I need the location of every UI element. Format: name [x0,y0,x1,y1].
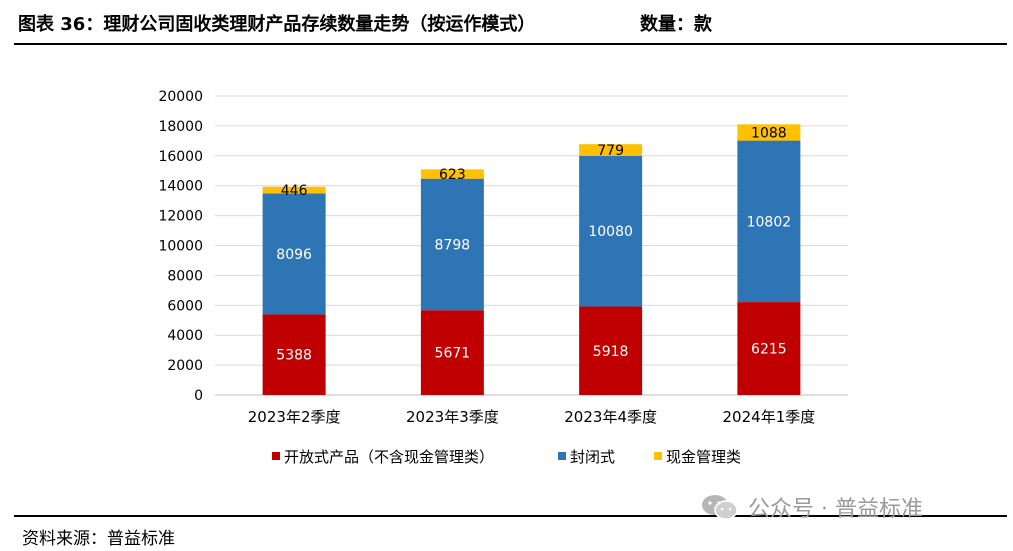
data-label: 10802 [747,214,792,230]
y-tick-label: 16000 [158,149,203,165]
bar-segment [420,310,484,395]
x-tick-label: 2023年2季度 [248,408,341,426]
bar-segment [262,186,326,194]
top-divider [14,43,1007,45]
y-tick-label: 4000 [167,328,203,344]
data-label: 8096 [276,247,312,263]
y-tick-label: 0 [194,388,203,404]
data-label: 5671 [435,346,471,362]
data-label: 5388 [276,348,312,364]
bar-segment [579,144,643,156]
axes: 0 2000 4000 6000 8000 10000 12000 14000 16000 180… [158,89,848,426]
data-labels: 5388 8096 446 5671 8798 623 5918 10080 779 6215 10… [276,125,791,363]
y-tick-label: 10000 [158,239,203,255]
bar-segment [262,193,326,315]
legend-label: 封闭式 [570,448,615,466]
legend-label: 现金管理类 [666,448,741,466]
data-label: 8798 [435,237,471,253]
data-label: 446 [281,183,308,199]
y-tick-label: 18000 [158,119,203,135]
source-note: 资料来源：普益标准 [22,529,175,549]
watermark-text: 公众号 · 普益标准 [748,497,923,522]
wechat-icon [702,495,738,520]
legend: 开放式产品（不含现金管理类） 封闭式 现金管理类 [272,448,741,466]
stacked-bar-chart: 0 2000 4000 6000 8000 10000 12000 14000 16000 180… [158,89,848,466]
bar-segment [579,155,643,307]
bar-segment [420,169,484,179]
figure-title: 图表 36：理财公司固收类理财产品存续数量走势（按运作模式） [18,14,536,35]
data-label: 779 [597,143,624,159]
bar-segment [262,314,326,395]
data-label: 6215 [751,342,787,358]
x-tick-label: 2023年4季度 [564,408,657,426]
legend-swatch [654,452,662,460]
legend-label: 开放式产品（不含现金管理类） [284,448,494,466]
data-label: 5918 [593,344,629,360]
bar-segment [579,306,643,395]
bar-segment [737,302,801,395]
y-tick-label: 2000 [167,358,203,374]
unit-label: 数量：款 [640,14,712,35]
x-tick-label: 2024年1季度 [723,408,816,426]
x-tick-label: 2023年3季度 [406,408,499,426]
y-tick-label: 14000 [158,179,203,195]
watermark: 公众号 · 普益标准 [700,492,923,522]
legend-swatch [558,452,566,460]
bars [262,124,801,395]
bar-segment [737,124,801,141]
y-tick-label: 8000 [167,268,203,284]
data-label: 10080 [588,224,633,240]
bar-segment [737,140,801,303]
y-tick-label: 20000 [158,89,203,105]
y-tick-label: 12000 [158,209,203,225]
y-tick-label: 6000 [167,298,203,314]
bottom-divider [14,515,1007,517]
bar-segment [420,178,484,311]
legend-swatch [272,452,280,460]
figure-header: 图表 36：理财公司固收类理财产品存续数量走势（按运作模式） 数量：款 [18,6,998,42]
data-label: 623 [439,167,466,183]
data-label: 1088 [751,125,787,141]
